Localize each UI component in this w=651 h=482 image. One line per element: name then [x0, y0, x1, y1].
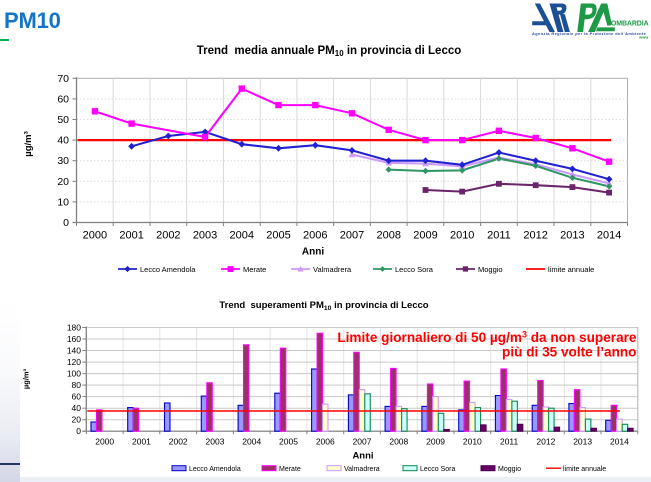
svg-text:µg/m³: µg/m³	[23, 131, 34, 157]
svg-text:20: 20	[72, 415, 82, 425]
svg-text:Trend media annuale PM10 in p: Trend media annuale PM10 in provincia di…	[197, 45, 462, 58]
svg-text:Moggio: Moggio	[498, 466, 521, 473]
svg-text:Lecco Sora: Lecco Sora	[395, 265, 434, 274]
svg-text:0: 0	[76, 426, 81, 436]
svg-text:120: 120	[67, 357, 81, 367]
svg-text:2012: 2012	[523, 229, 547, 241]
svg-text:0: 0	[63, 217, 69, 229]
svg-text:2010: 2010	[450, 229, 474, 241]
svg-text:70: 70	[57, 73, 69, 85]
svg-text:40: 40	[57, 135, 69, 147]
svg-text:50: 50	[57, 114, 69, 126]
svg-text:limite annuale: limite annuale	[563, 466, 606, 473]
svg-text:2011: 2011	[487, 229, 511, 241]
svg-text:2013: 2013	[560, 229, 584, 241]
svg-text:2005: 2005	[266, 229, 290, 241]
svg-text:2010: 2010	[463, 437, 482, 447]
svg-text:2001: 2001	[119, 229, 143, 241]
svg-text:2004: 2004	[230, 229, 254, 241]
svg-text:Anni: Anni	[302, 247, 324, 258]
svg-text:2002: 2002	[169, 437, 188, 447]
svg-text:Merate: Merate	[243, 265, 266, 274]
svg-text:2012: 2012	[536, 437, 555, 447]
svg-text:2011: 2011	[500, 437, 519, 447]
svg-text:µg/m³: µg/m³	[22, 368, 31, 389]
svg-text:2004: 2004	[242, 437, 261, 447]
svg-text:2008: 2008	[389, 437, 408, 447]
svg-text:2007: 2007	[340, 229, 364, 241]
svg-text:Lecco Amendola: Lecco Amendola	[140, 265, 196, 274]
svg-text:Lecco Amendola: Lecco Amendola	[189, 466, 241, 473]
svg-text:60: 60	[72, 392, 82, 402]
svg-text:140: 140	[67, 346, 81, 356]
svg-text:2014: 2014	[597, 229, 621, 241]
svg-text:Lecco Sora: Lecco Sora	[420, 466, 456, 473]
svg-text:più di 35 volte l’anno: più di 35 volte l’anno	[502, 345, 636, 360]
svg-text:2014: 2014	[610, 437, 629, 447]
svg-text:10: 10	[57, 196, 69, 208]
svg-text:2013: 2013	[573, 437, 592, 447]
svg-text:2006: 2006	[316, 437, 335, 447]
svg-text:30: 30	[57, 155, 69, 167]
svg-text:20: 20	[57, 176, 69, 188]
svg-text:80: 80	[72, 380, 82, 390]
svg-text:2000: 2000	[83, 229, 107, 241]
svg-text:2007: 2007	[353, 437, 372, 447]
svg-text:www: www	[638, 35, 649, 40]
svg-text:2003: 2003	[193, 229, 217, 241]
svg-text:Agenzia Regionale per la Prote: Agenzia Regionale per la Protezione dell…	[532, 31, 647, 36]
svg-text:limite annuale: limite annuale	[548, 265, 594, 274]
svg-text:40: 40	[72, 403, 82, 413]
svg-text:180: 180	[67, 323, 81, 333]
svg-text:Valmadrera: Valmadrera	[344, 466, 380, 473]
svg-text:160: 160	[67, 334, 81, 344]
svg-text:Merate: Merate	[279, 466, 301, 473]
svg-text:LOMBARDIA: LOMBARDIA	[607, 21, 649, 28]
svg-text:2003: 2003	[206, 437, 225, 447]
svg-text:2006: 2006	[303, 229, 327, 241]
svg-text:2001: 2001	[132, 437, 151, 447]
svg-text:2008: 2008	[376, 229, 400, 241]
svg-text:2002: 2002	[156, 229, 180, 241]
svg-text:Trend superamenti PM10 in pro: Trend superamenti PM10 in provincia di L…	[219, 300, 428, 312]
svg-text:Moggio: Moggio	[478, 265, 503, 274]
svg-text:2009: 2009	[413, 229, 437, 241]
svg-text:Anni: Anni	[352, 451, 373, 462]
svg-text:100: 100	[67, 369, 81, 379]
svg-text:Limite giornaliero di 50 µg/m3: Limite giornaliero di 50 µg/m3 da non su…	[337, 330, 637, 346]
svg-text:2005: 2005	[279, 437, 298, 447]
svg-text:2000: 2000	[95, 437, 114, 447]
svg-text:2009: 2009	[426, 437, 445, 447]
svg-text:60: 60	[57, 93, 69, 105]
svg-text:Valmadrera: Valmadrera	[313, 265, 352, 274]
